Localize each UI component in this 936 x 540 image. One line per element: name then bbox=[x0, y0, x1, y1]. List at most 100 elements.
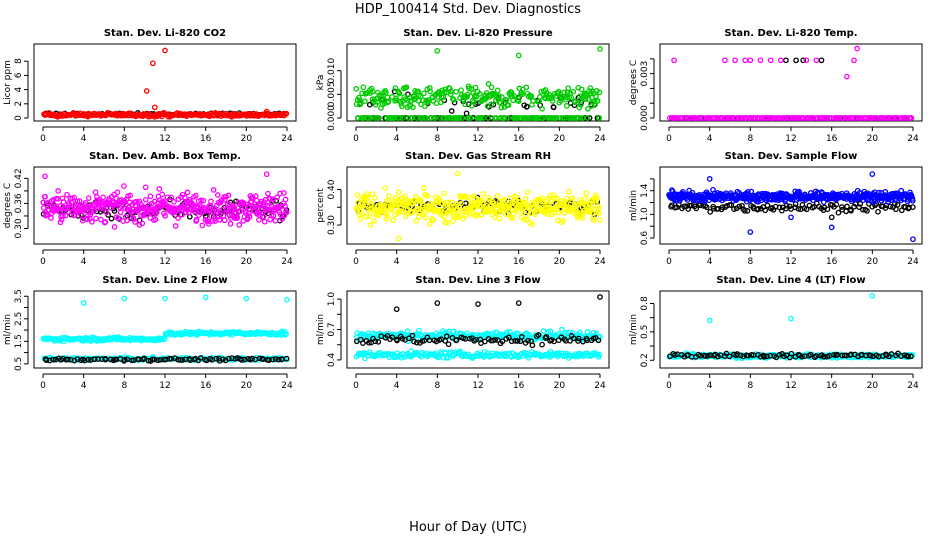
x-tick-label: 20 bbox=[867, 257, 879, 267]
data-point bbox=[444, 219, 450, 226]
data-point bbox=[373, 96, 380, 102]
outlier-point bbox=[803, 57, 810, 64]
series-red bbox=[41, 47, 290, 120]
data-point bbox=[883, 352, 890, 359]
plot-frame bbox=[346, 166, 610, 245]
data-point bbox=[688, 202, 695, 209]
data-point bbox=[686, 202, 693, 209]
data-point bbox=[421, 209, 428, 216]
y-tick-label: 0.4 bbox=[327, 353, 337, 368]
data-point bbox=[392, 85, 399, 91]
data-point bbox=[56, 206, 63, 212]
data-point bbox=[486, 197, 493, 204]
data-point bbox=[152, 216, 159, 223]
data-point bbox=[395, 189, 402, 196]
data-point bbox=[507, 195, 514, 202]
data-point bbox=[539, 341, 545, 348]
data-point bbox=[486, 194, 492, 201]
data-point bbox=[415, 327, 422, 334]
data-point bbox=[472, 84, 479, 91]
data-point bbox=[85, 356, 92, 363]
outlier-point bbox=[910, 236, 916, 243]
data-point bbox=[848, 207, 854, 214]
data-point bbox=[282, 196, 289, 203]
x-tick-label: 0 bbox=[666, 257, 672, 267]
data-point bbox=[215, 214, 222, 220]
data-point bbox=[117, 209, 124, 216]
data-point bbox=[283, 330, 289, 337]
data-point bbox=[578, 86, 585, 93]
outlier-point bbox=[202, 294, 209, 301]
data-point bbox=[476, 91, 483, 97]
data-point bbox=[705, 352, 711, 359]
data-point bbox=[419, 115, 426, 121]
x-tick-label: 12 bbox=[785, 257, 796, 267]
data-point bbox=[283, 209, 290, 216]
data-point bbox=[356, 94, 362, 101]
data-point bbox=[505, 115, 512, 121]
data-point bbox=[508, 338, 515, 345]
outlier-point bbox=[149, 60, 156, 67]
data-point bbox=[908, 353, 914, 360]
plot-frame bbox=[659, 43, 923, 122]
data-point bbox=[406, 335, 412, 342]
x-tick-label: 4 bbox=[81, 134, 87, 144]
outlier-point bbox=[284, 296, 290, 303]
data-point bbox=[442, 349, 449, 356]
data-point bbox=[582, 196, 588, 202]
data-point bbox=[210, 187, 217, 193]
data-point bbox=[447, 91, 454, 98]
x-tick-label: 20 bbox=[241, 257, 253, 267]
data-point bbox=[478, 115, 484, 121]
data-point bbox=[382, 185, 389, 192]
data-point bbox=[707, 209, 714, 215]
panel-title: Stan. Dev. Gas Stream RH bbox=[405, 151, 551, 162]
data-point bbox=[446, 85, 453, 92]
data-point bbox=[549, 98, 556, 104]
x-tick-label: 4 bbox=[707, 134, 713, 144]
data-point bbox=[524, 189, 531, 195]
outlier-point bbox=[788, 315, 794, 322]
x-tick-label: 4 bbox=[394, 257, 400, 267]
data-point bbox=[499, 94, 505, 100]
data-point bbox=[256, 217, 262, 223]
data-point bbox=[522, 196, 529, 202]
data-point bbox=[450, 97, 457, 103]
outlier-point bbox=[671, 57, 677, 64]
data-point bbox=[485, 81, 492, 87]
data-point bbox=[411, 338, 417, 345]
data-point bbox=[124, 217, 130, 224]
data-point bbox=[503, 97, 510, 103]
data-point bbox=[282, 203, 288, 209]
data-point bbox=[757, 353, 764, 360]
x-tick-label: 0 bbox=[40, 381, 46, 391]
data-point bbox=[463, 193, 469, 200]
data-point bbox=[384, 332, 391, 339]
data-point bbox=[353, 86, 360, 92]
data-point bbox=[908, 115, 915, 121]
outlier-point bbox=[515, 52, 522, 59]
data-point bbox=[110, 205, 117, 212]
data-point bbox=[492, 336, 498, 343]
data-point bbox=[441, 190, 448, 197]
x-tick-label: 24 bbox=[907, 134, 919, 144]
data-point bbox=[142, 196, 149, 203]
data-point bbox=[570, 88, 577, 95]
data-point bbox=[221, 217, 228, 224]
outlier-point bbox=[515, 300, 522, 306]
data-point bbox=[388, 206, 395, 213]
plot-frame bbox=[33, 43, 297, 122]
panel-title: Stan. Dev. Amb. Box Temp. bbox=[89, 151, 241, 162]
data-point bbox=[261, 218, 268, 225]
data-point bbox=[458, 87, 464, 94]
data-point bbox=[536, 94, 543, 100]
outlier-point bbox=[706, 317, 713, 324]
data-point bbox=[506, 203, 513, 210]
data-point bbox=[514, 338, 521, 344]
data-point bbox=[448, 88, 454, 95]
data-point bbox=[449, 218, 456, 224]
data-point bbox=[550, 192, 557, 198]
y-axis-label: degrees C bbox=[3, 183, 13, 228]
data-point bbox=[577, 200, 584, 206]
data-point bbox=[172, 223, 179, 229]
